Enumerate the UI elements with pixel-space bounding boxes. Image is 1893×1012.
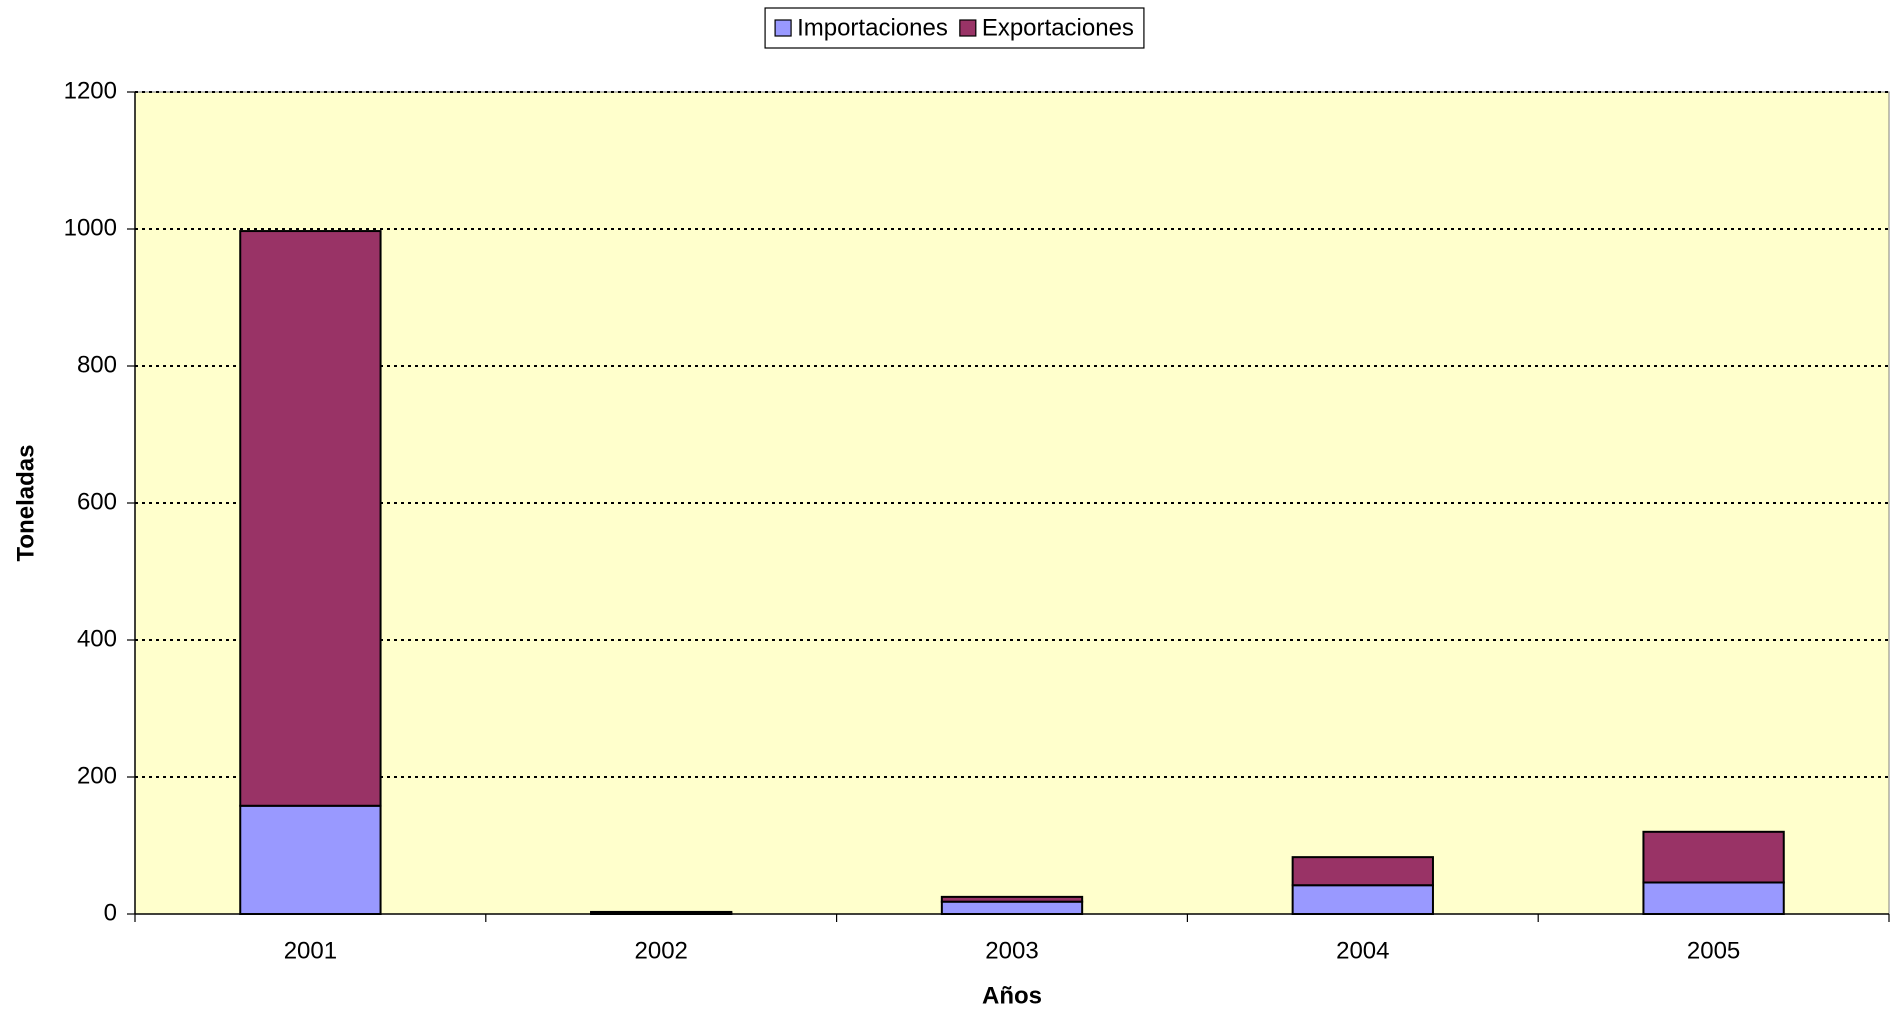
x-tick-label: 2005: [1687, 937, 1740, 964]
y-tick-label: 200: [77, 762, 117, 789]
y-axis-label: Toneladas: [12, 445, 39, 562]
legend-swatch: [959, 19, 977, 37]
x-axis-label: Años: [982, 982, 1042, 1009]
y-tick-label: 600: [77, 488, 117, 515]
y-tick-label: 800: [77, 351, 117, 378]
bar-segment: [940, 895, 1084, 903]
x-tick-label: 2001: [284, 937, 337, 964]
bar-segment: [940, 900, 1084, 915]
bar-segment: [1642, 881, 1785, 915]
bar-segment: [1291, 884, 1434, 915]
bar-segment: [590, 910, 733, 915]
legend-label: Importaciones: [797, 14, 948, 41]
bar-segment: [1642, 830, 1785, 884]
y-tick-label: 1000: [64, 214, 117, 241]
y-tick-label: 400: [77, 625, 117, 652]
y-tick-label: 1200: [64, 77, 117, 104]
legend: Importaciones Exportaciones: [764, 7, 1145, 49]
bar-segment: [239, 230, 382, 807]
x-tick-label: 2003: [985, 937, 1038, 964]
y-tick-label: 0: [104, 899, 117, 926]
legend-label: Exportaciones: [982, 14, 1134, 41]
legend-swatch: [774, 19, 792, 37]
bar-segment: [1291, 856, 1434, 887]
legend-box: [764, 7, 1145, 49]
x-tick-label: 2004: [1336, 937, 1389, 964]
bar-segment: [239, 804, 382, 916]
x-tick-label: 2002: [635, 937, 688, 964]
